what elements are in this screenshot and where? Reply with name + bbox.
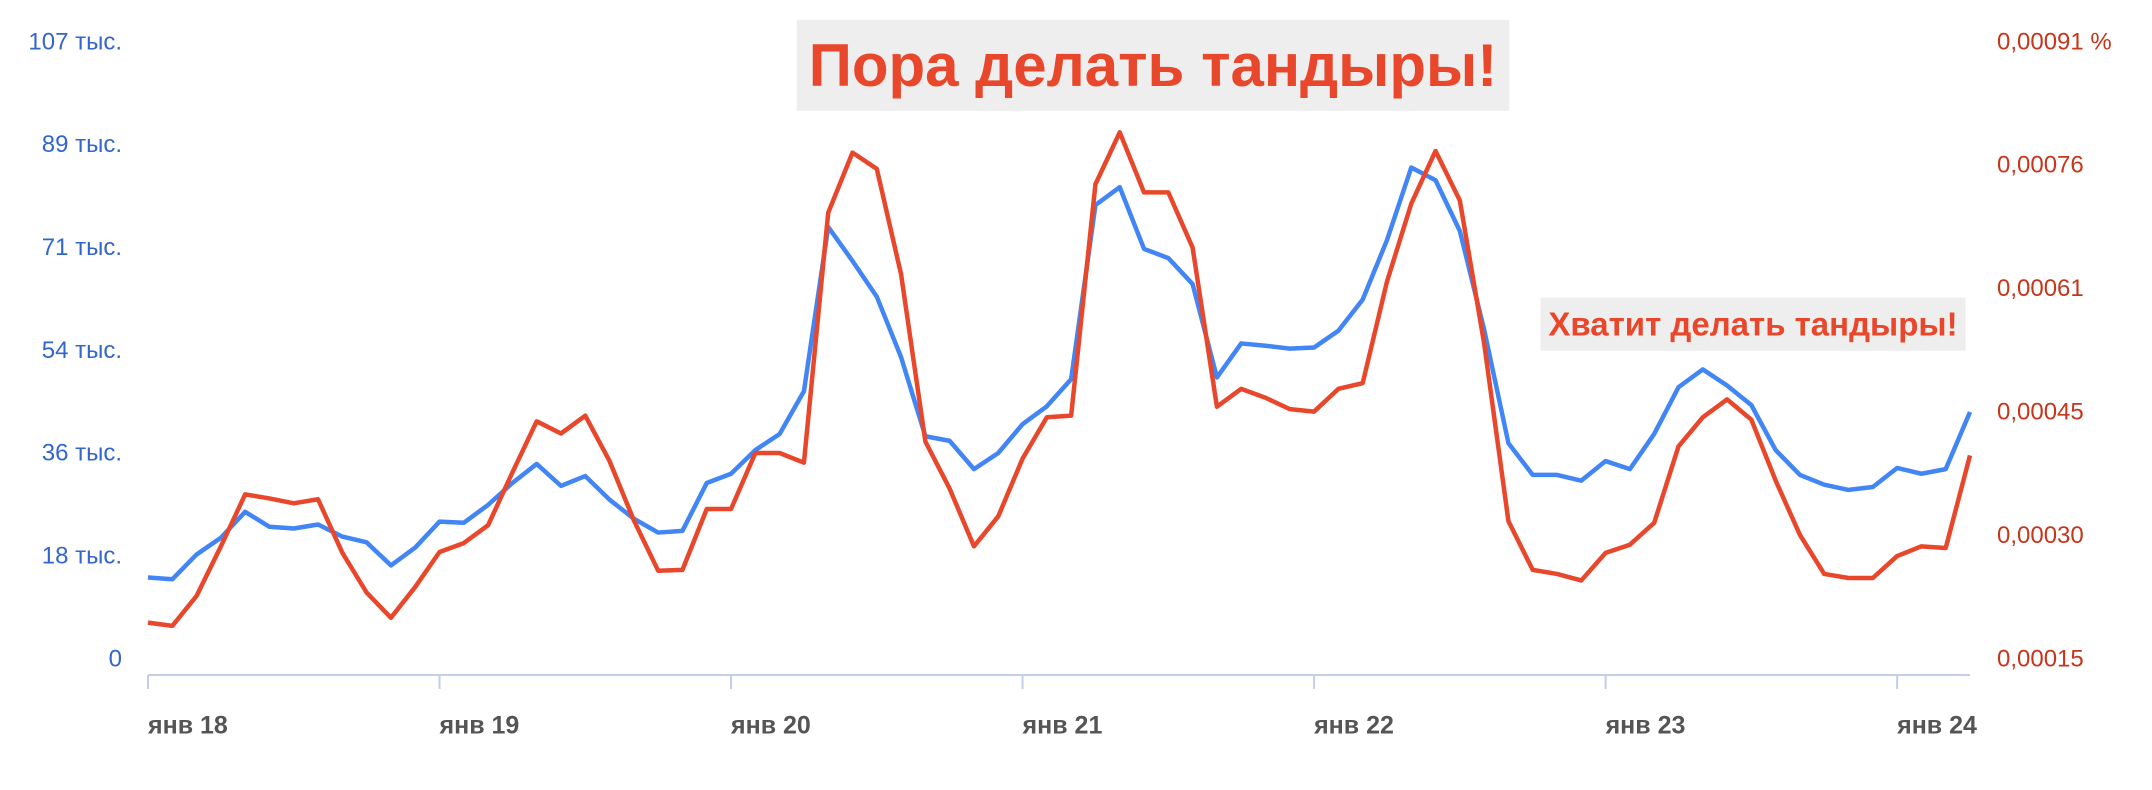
x-tick-label: янв 23 bbox=[1605, 712, 1686, 740]
y-tick-label: 89 тыс. bbox=[42, 131, 122, 158]
chart-title: Пора делать тандыры! bbox=[809, 32, 1498, 99]
chart-title-box: Пора делать тандыры! bbox=[796, 19, 1510, 111]
x-tick-label: янв 18 bbox=[147, 712, 228, 740]
y2-tick-label: 0,00091 % bbox=[1997, 28, 2112, 55]
y-tick-label: 107 тыс. bbox=[28, 28, 122, 55]
y2-tick-label: 0,00030 bbox=[1997, 522, 2084, 549]
y2-tick-label: 0,00045 bbox=[1997, 399, 2084, 426]
y2-tick-label: 0,00061 bbox=[1997, 275, 2084, 302]
x-tick-label: янв 22 bbox=[1313, 712, 1394, 740]
series-line bbox=[147, 165, 1973, 582]
x-tick-label: янв 24 bbox=[1896, 712, 1977, 740]
y2-tick-label: 0,00015 bbox=[1997, 645, 2084, 672]
y-tick-label: 71 тыс. bbox=[42, 234, 122, 261]
chart-title-bg bbox=[796, 19, 1510, 111]
y-tick-label: 36 тыс. bbox=[42, 439, 122, 466]
series-line bbox=[147, 130, 1973, 629]
x-tick-label: янв 20 bbox=[730, 712, 811, 740]
y-tick-label: 54 тыс. bbox=[42, 337, 122, 364]
y2-tick-label: 0,00076 bbox=[1997, 152, 2084, 179]
annotation: Хватит делать тандыры! bbox=[1548, 306, 1957, 343]
x-tick-label: янв 21 bbox=[1022, 712, 1103, 740]
annotation-bg bbox=[1540, 297, 1966, 351]
annotation-box: Хватит делать тандыры! bbox=[1540, 297, 1966, 351]
x-tick-label: янв 19 bbox=[439, 712, 520, 740]
y-tick-label: 0 bbox=[109, 645, 122, 672]
y-tick-label: 18 тыс. bbox=[42, 543, 122, 570]
